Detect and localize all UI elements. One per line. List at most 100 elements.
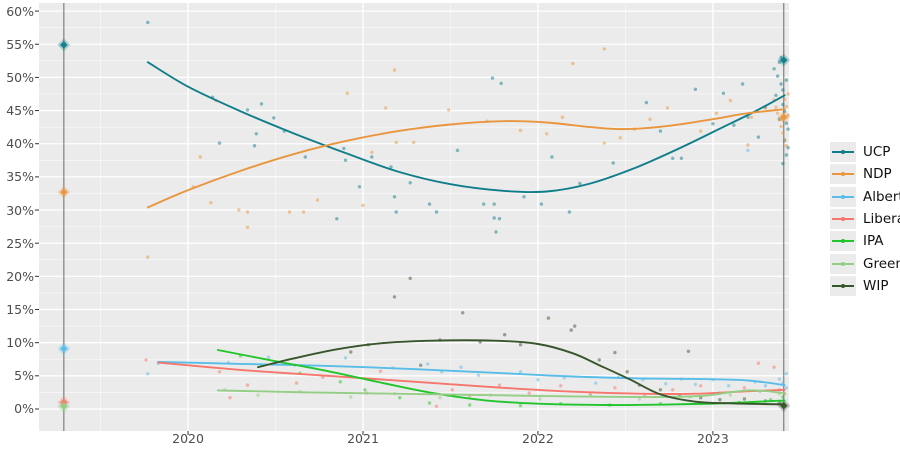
wip-poll-point — [349, 350, 353, 354]
ndp-poll-point — [782, 138, 787, 142]
legend-key-green — [830, 253, 856, 274]
legend-label: IPA — [863, 233, 884, 250]
ndp-poll-point — [602, 141, 607, 145]
ucp-poll-point — [781, 88, 785, 92]
alberta-poll-point — [777, 377, 782, 381]
plot-panel — [39, 3, 789, 431]
ucp-poll-point — [721, 91, 726, 96]
ucp-poll-point — [550, 155, 554, 159]
ucp-poll-point — [578, 181, 582, 186]
ipa-poll-point — [427, 401, 432, 405]
liberal-poll-point — [772, 365, 776, 369]
ipa-poll-point — [781, 395, 785, 399]
green-poll-point — [728, 393, 733, 397]
ucp-poll-point — [740, 82, 745, 86]
ndp-election-result-point — [779, 113, 788, 121]
alberta-poll-point — [726, 384, 731, 388]
y-tick-label: 35% — [6, 169, 34, 185]
ndp-poll-point — [714, 111, 719, 115]
y-tick-label: 0% — [14, 401, 34, 417]
legend-item-green: Green — [830, 252, 900, 274]
ndp-poll-point — [361, 203, 365, 208]
wip-poll-point — [461, 311, 465, 315]
alberta-poll-point — [476, 373, 481, 377]
y-tick-label: 40% — [6, 136, 34, 152]
ucp-poll-point — [254, 132, 258, 136]
alberta-poll-point — [784, 386, 789, 390]
legend-point-icon — [841, 283, 845, 288]
ucp-poll-point — [779, 82, 783, 86]
ipa-poll-point — [338, 380, 342, 384]
legend-point-icon — [841, 217, 845, 222]
legend-label: UCP — [863, 144, 891, 161]
ndp-poll-point — [384, 106, 388, 110]
ucp-poll-point — [772, 67, 776, 71]
ndp-poll-point — [786, 113, 790, 117]
alberta-poll-point — [426, 362, 430, 366]
alberta-poll-point — [518, 370, 523, 374]
ucp-poll-point — [146, 20, 150, 25]
liberal-poll-point — [378, 369, 383, 373]
green-poll-point — [256, 393, 260, 397]
ipa-trend-line — [216, 349, 786, 406]
ucp-poll-point — [434, 210, 439, 214]
ucp-poll-point — [392, 195, 397, 199]
ndp-poll-point — [198, 155, 202, 159]
ucp-poll-point — [539, 202, 544, 206]
wip-poll-point — [569, 328, 573, 332]
ucp-poll-point — [786, 127, 790, 131]
ndp-poll-point — [245, 225, 250, 229]
ucp-poll-point — [499, 81, 503, 86]
ndp-poll-point — [749, 115, 754, 119]
ndp-poll-point — [560, 115, 565, 119]
ucp-poll-point — [408, 181, 412, 185]
green-election-result-point — [60, 402, 68, 411]
ucp-poll-point — [455, 148, 460, 153]
ndp-poll-point — [287, 210, 292, 214]
liberal-poll-point — [144, 358, 148, 362]
legend-key-alberta — [830, 186, 856, 207]
legend-point-icon — [841, 194, 845, 199]
alberta-poll-point — [146, 372, 150, 376]
ucp-poll-point — [781, 102, 785, 107]
ucp-poll-point — [611, 161, 615, 165]
ndp-poll-point — [392, 68, 397, 72]
legend-point-icon — [841, 261, 845, 266]
ucp-poll-point — [774, 93, 778, 98]
legend-item-alberta: Alberta — [830, 186, 900, 208]
ndp-poll-point — [779, 124, 783, 129]
ndp-poll-point — [777, 118, 782, 122]
y-tick-label: 30% — [6, 202, 34, 218]
liberal-poll-point — [294, 381, 299, 385]
ndp-poll-point — [728, 98, 733, 103]
alberta-poll-point — [594, 381, 598, 385]
alberta-election-result-point — [60, 344, 68, 353]
wip-poll-point — [742, 397, 747, 401]
ucp-poll-point — [490, 76, 495, 80]
ndp-poll-point — [315, 198, 320, 202]
wip-poll-point — [658, 388, 663, 392]
ucp-poll-point — [567, 210, 572, 214]
liberal-poll-point — [613, 386, 617, 390]
legend-key-liberal — [830, 209, 856, 230]
legend-key-ucp — [830, 142, 856, 163]
wip-poll-point — [408, 276, 412, 280]
ndp-poll-point — [784, 104, 789, 109]
y-tick-label: 5% — [14, 368, 34, 384]
ndp-poll-point — [784, 144, 789, 148]
wip-poll-point — [625, 370, 629, 374]
legend-label: Alberta — [863, 188, 900, 205]
legend-item-ndp: NDP — [830, 163, 900, 185]
green-poll-point — [538, 397, 542, 401]
wip-poll-point — [613, 350, 617, 355]
legend-label: WIP — [863, 277, 889, 294]
ndp-poll-point — [746, 143, 750, 147]
ndp-poll-point — [782, 97, 787, 102]
green-poll-point — [438, 396, 442, 400]
wip-poll-point — [686, 349, 691, 353]
ndp-poll-point — [301, 210, 306, 214]
ndp-poll-point — [648, 117, 652, 121]
green-poll-point — [349, 395, 353, 399]
ucp-poll-point — [335, 217, 339, 221]
